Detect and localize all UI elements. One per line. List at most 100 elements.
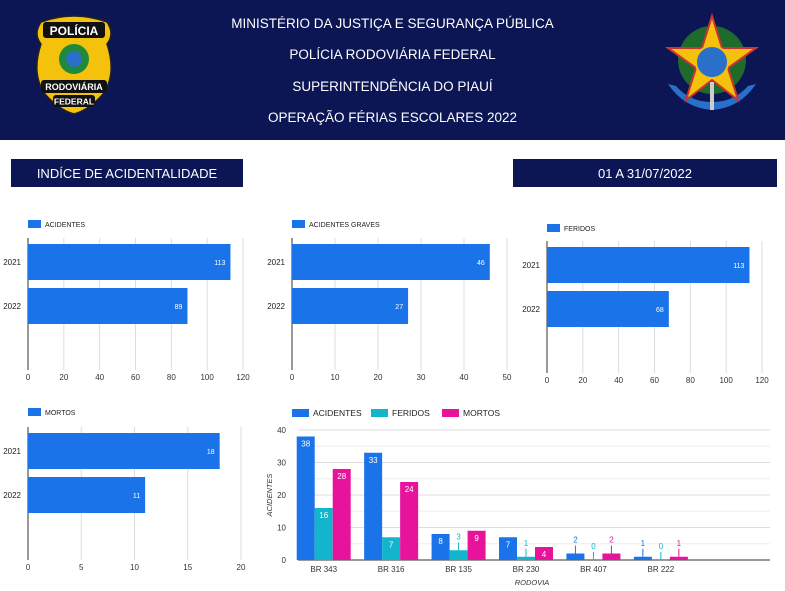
- tick-label: 50: [503, 373, 512, 382]
- period-box: 01 A 31/07/2022: [513, 159, 777, 187]
- category-label: 2022: [267, 302, 285, 311]
- category-label: 2021: [522, 261, 540, 270]
- y-tick-label: 0: [282, 556, 287, 565]
- y-tick-label: 30: [277, 459, 286, 468]
- tick-label: 40: [95, 373, 104, 382]
- bar: [292, 244, 490, 280]
- legend-label: MORTOS: [463, 408, 500, 418]
- legend-label: FERIDOS: [392, 408, 430, 418]
- legend-swatch: [28, 408, 41, 416]
- header-line-ministry: MINISTÉRIO DA JUSTIÇA E SEGURANÇA PÚBLIC…: [231, 16, 554, 31]
- x-tick-label: BR 230: [513, 565, 540, 574]
- bar: [499, 537, 517, 560]
- bar: [292, 288, 409, 324]
- legend-swatch: [292, 409, 309, 417]
- category-label: 2021: [267, 258, 285, 267]
- legend-swatch: [547, 224, 560, 232]
- bar: [314, 508, 333, 560]
- bar: [28, 433, 220, 469]
- tick-label: 20: [237, 563, 246, 572]
- category-label: 2021: [3, 258, 21, 267]
- data-label: 4: [542, 550, 547, 559]
- data-label: 33: [369, 456, 378, 465]
- x-tick-label: BR 135: [445, 565, 472, 574]
- header-line-prf: POLÍCIA RODOVIÁRIA FEDERAL: [289, 47, 496, 62]
- data-label: 38: [301, 440, 310, 449]
- data-label: 7: [389, 540, 394, 549]
- bar: [296, 436, 315, 560]
- tick-label: 10: [130, 563, 139, 572]
- data-label: 89: [175, 304, 183, 311]
- legend-label: MORTOS: [45, 410, 76, 417]
- legend-label: ACIDENTES GRAVES: [309, 222, 380, 229]
- legend-swatch: [371, 409, 388, 417]
- category-label: 2022: [3, 491, 21, 500]
- svg-text:FEDERAL: FEDERAL: [54, 97, 94, 107]
- tick-label: 5: [79, 563, 84, 572]
- data-label: 3: [456, 532, 461, 541]
- legend-label: FERIDOS: [564, 226, 595, 233]
- tick-label: 20: [59, 373, 68, 382]
- x-tick-label: BR 222: [648, 565, 675, 574]
- bar: [566, 553, 585, 560]
- brazil-coat-of-arms-logo: [664, 12, 760, 110]
- tick-label: 40: [460, 373, 469, 382]
- bar: [28, 244, 231, 280]
- data-label: 68: [656, 307, 664, 314]
- category-label: 2022: [3, 302, 21, 311]
- data-label: 28: [337, 472, 346, 481]
- tick-label: 100: [719, 376, 733, 385]
- data-label: 0: [659, 542, 664, 551]
- legend-swatch: [28, 220, 41, 228]
- svg-text:POLÍCIA: POLÍCIA: [50, 23, 99, 38]
- bar: [467, 530, 486, 560]
- bar: [332, 469, 351, 560]
- tick-label: 80: [686, 376, 695, 385]
- data-label: 1: [677, 539, 682, 548]
- tick-label: 40: [614, 376, 623, 385]
- x-tick-label: BR 407: [580, 565, 607, 574]
- prf-badge-logo: POLÍCIA RODOVIÁRIA FEDERAL: [36, 15, 112, 114]
- bar: [602, 553, 621, 560]
- data-label: 9: [474, 534, 479, 543]
- category-label: 2022: [522, 305, 540, 314]
- tick-label: 20: [578, 376, 587, 385]
- bar: [547, 247, 750, 283]
- x-axis-title: RODOVIA: [515, 578, 550, 587]
- bar: [449, 550, 468, 560]
- tick-label: 100: [200, 373, 214, 382]
- legend-label: ACIDENTES: [45, 222, 85, 229]
- bar: [535, 547, 553, 560]
- data-label: 113: [214, 260, 225, 267]
- data-label: 0: [591, 542, 596, 551]
- data-label: 2: [573, 536, 578, 545]
- y-tick-label: 40: [277, 426, 286, 435]
- data-label: 1: [641, 539, 646, 548]
- data-label: 24: [405, 485, 414, 494]
- tick-label: 20: [374, 373, 383, 382]
- data-label: 8: [438, 537, 443, 546]
- tick-label: 30: [417, 373, 426, 382]
- header-line-operation: OPERAÇÃO FÉRIAS ESCOLARES 2022: [267, 110, 518, 125]
- legend-label: ACIDENTES: [313, 408, 362, 418]
- header-banner: POLÍCIA RODOVIÁRIA FEDERAL MINISTÉRIO DA…: [0, 0, 785, 140]
- bar: [400, 482, 419, 560]
- svg-text:RODOVIÁRIA: RODOVIÁRIA: [45, 82, 103, 92]
- header-line-superintendence: SUPERINTENDÊNCIA DO PIAUÍ: [292, 79, 493, 94]
- tick-label: 0: [545, 376, 550, 385]
- bar: [28, 477, 146, 513]
- bar: [547, 291, 669, 327]
- bar: [669, 556, 688, 560]
- tick-label: 120: [236, 373, 250, 382]
- bar: [517, 556, 535, 560]
- tick-label: 15: [183, 563, 192, 572]
- tick-label: 0: [26, 373, 31, 382]
- legend-swatch: [292, 220, 305, 228]
- bar: [382, 537, 401, 560]
- bar: [633, 556, 652, 560]
- data-label: 27: [395, 304, 403, 311]
- data-label: 18: [207, 449, 215, 456]
- tick-label: 120: [755, 376, 769, 385]
- data-label: 113: [733, 263, 744, 270]
- data-label: 7: [506, 540, 511, 549]
